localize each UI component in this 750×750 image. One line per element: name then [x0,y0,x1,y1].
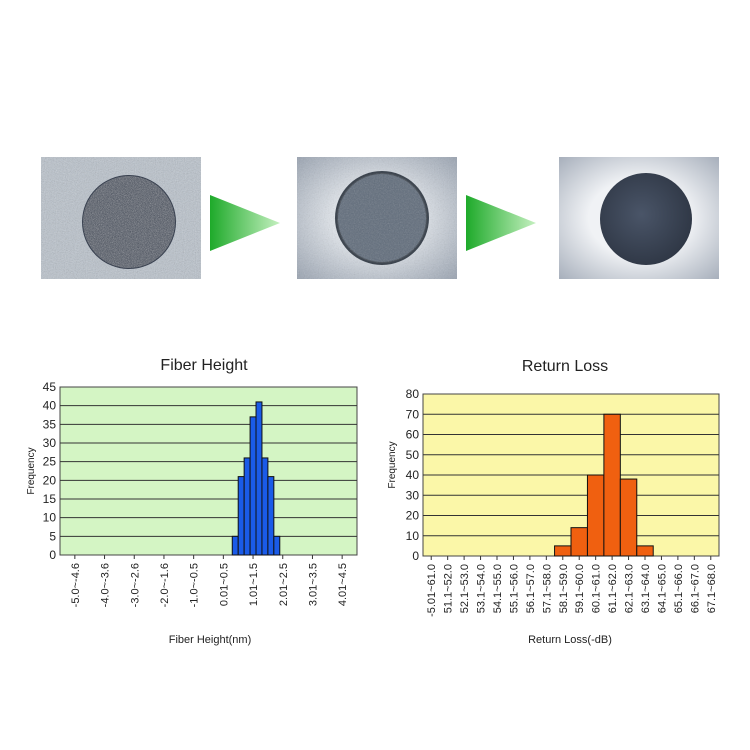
histogram-bar [249,416,257,556]
fiber-endface-photo-rough [41,157,201,279]
y-axis-label: Frequency [387,441,398,488]
x-tick-label: 65.1~66.0 [673,564,685,613]
y-tick-label: 20 [43,473,57,487]
histogram-bar [586,474,605,557]
x-tick-label: 3.01~3.5 [307,563,319,606]
histogram-bar [603,413,621,557]
chart-title: Return Loss [522,358,608,375]
x-tick-label: 54.1~55.0 [492,564,504,613]
x-tick-label: -4.0~-3.6 [100,563,112,607]
fiber-endface-photo-polished [297,157,457,279]
histogram-bar [570,527,588,557]
x-tick-label: 59.1~60.0 [574,564,586,613]
x-tick-label: -1.0~-0.5 [189,563,201,607]
x-tick-label: 58.1~59.0 [558,564,570,613]
x-axis-label: Fiber Height(nm) [169,634,252,646]
y-tick-label: 40 [406,468,420,482]
y-tick-label: 0 [49,548,56,562]
x-tick-label: 61.1~62.0 [607,564,619,613]
y-tick-label: 45 [43,380,57,394]
fiber-height-chart: Fiber Height 0 5 10 15 20 25 30 35 40 45 -5.0~-4.… [0,340,375,660]
y-tick-label: 15 [43,492,57,506]
x-tick-label: 60.1~61.0 [591,564,603,613]
histogram-bar [261,457,269,556]
x-axis-label: Return Loss(-dB) [528,634,612,646]
y-tick-label: 35 [43,417,57,431]
x-tick-label: -3.0~-2.6 [129,563,141,607]
x-tick-label: 64.1~65.0 [656,564,668,613]
y-tick-label: 30 [406,488,420,502]
plot-area [59,386,358,556]
x-tick-label: 57.1~58.0 [541,564,553,613]
histogram-bar [273,535,281,556]
y-tick-label: 10 [43,511,57,525]
x-tick-label: -5.01~61.0 [426,564,438,617]
x-tick-label: 1.01~1.5 [248,563,260,606]
x-tick-label: 52.1~53.0 [459,564,471,613]
x-tick-label: 67.1~68.0 [706,564,718,613]
histogram-bar [267,476,275,556]
y-tick-label: 70 [406,407,420,421]
histogram-bar [231,535,239,556]
histogram-bar [619,478,638,557]
histogram-bar [237,476,245,556]
x-tick-label: 51.1~52.0 [443,564,455,613]
x-tick-label: -2.0~-1.6 [159,563,171,607]
arrow-right-icon [466,195,536,256]
arrow-right-icon [210,195,280,256]
y-tick-label: 30 [43,436,57,450]
y-tick-label: 25 [43,455,57,469]
x-tick-label: 2.01~2.5 [278,563,290,606]
histogram-bar [636,545,654,557]
x-tick-label: -5.0~-4.6 [70,563,82,607]
y-tick-label: 0 [412,549,419,563]
histogram-bar [243,457,251,556]
y-axis-label: Frequency [26,447,37,494]
y-tick-label: 80 [406,387,420,401]
x-tick-label: 62.1~63.0 [624,564,636,613]
y-tick-label: 50 [406,448,420,462]
y-tick-label: 20 [406,509,420,523]
x-tick-label: 53.1~54.0 [476,564,488,613]
y-tick-label: 5 [49,529,56,543]
histogram-bar [255,401,263,556]
chart-title: Fiber Height [160,357,248,374]
return-loss-histogram: Return Loss 0 10 20 30 40 50 60 70 80 -5.01~61.0… [387,358,720,646]
x-tick-label: 56.1~57.0 [525,564,537,613]
return-loss-chart: Return Loss 0 10 20 30 40 50 60 70 80 -5.01~61.0… [375,340,750,660]
fiber-endface-photo-finished [559,157,719,279]
fiber-height-histogram: Fiber Height 0 5 10 15 20 25 30 35 40 45 -5.0~-4.… [26,357,358,646]
x-tick-label: 55.1~56.0 [508,564,520,613]
x-tick-label: 0.01~0.5 [218,563,230,606]
y-tick-label: 10 [406,529,420,543]
x-tick-label: 63.1~64.0 [640,564,652,613]
x-tick-label: 4.01~4.5 [337,563,349,606]
x-tick-label: 66.1~67.0 [689,564,701,613]
y-tick-label: 60 [406,428,420,442]
histogram-bar [554,545,572,557]
y-tick-label: 40 [43,399,57,413]
